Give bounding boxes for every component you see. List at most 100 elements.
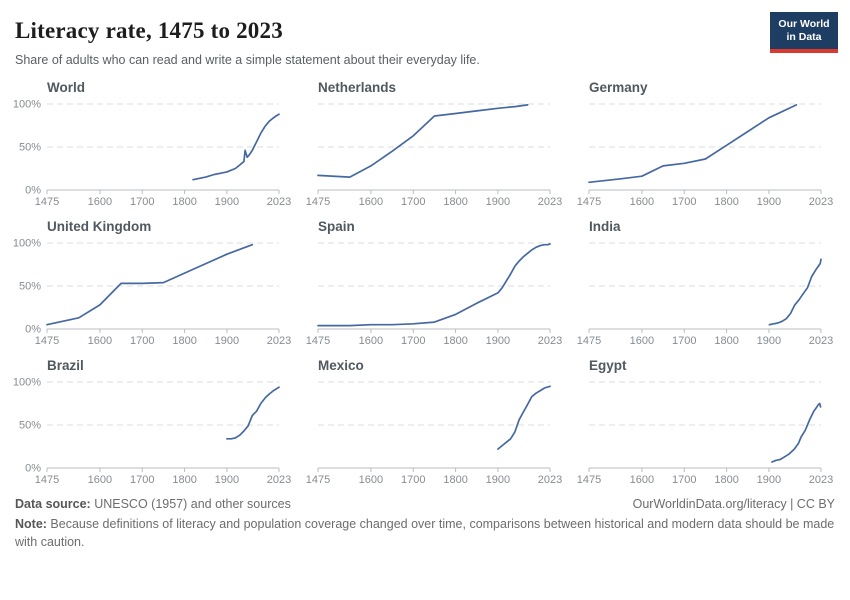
x-tick-label: 2023: [809, 196, 833, 208]
note-label: Note:: [15, 517, 47, 532]
x-tick-label: 1900: [215, 196, 239, 208]
line-chart-egypt: 1475 1600 1700 1800 1900 2023: [577, 381, 833, 486]
x-tick-label: 2023: [538, 196, 562, 208]
y-tick-label: 50%: [19, 420, 41, 432]
x-tick-label: 1600: [630, 196, 654, 208]
footer: Data source: UNESCO (1957) and other sou…: [15, 496, 835, 551]
data-line-spain: [317, 243, 551, 327]
x-tick-label: 1900: [486, 474, 510, 486]
x-tick-label: 1800: [172, 335, 196, 347]
y-tick-label: 0%: [25, 185, 41, 197]
chart-cell-germany: Germany 1475 1600 1700 1800 1900 2023: [577, 80, 835, 210]
data-line-brazil: [226, 386, 280, 440]
x-tick-label: 1900: [757, 196, 781, 208]
x-tick-label: 1800: [714, 335, 738, 347]
line-chart-india: 1475 1600 1700 1800 1900 2023: [577, 242, 833, 347]
chart-cell-egypt: Egypt 1475 1600 1700 1800 1900 2023: [577, 358, 835, 488]
data-line-world: [192, 113, 280, 181]
chart-cell-united-kingdom: United Kingdom 1475 1600 1700 1800 1900 2023 0%…: [13, 219, 293, 349]
x-tick-label: 1800: [172, 196, 196, 208]
owid-logo[interactable]: Our World in Data: [770, 12, 838, 54]
chart-title-spain: Spain: [318, 219, 355, 234]
x-tick-label: 1600: [630, 474, 654, 486]
x-tick-label: 2023: [267, 474, 291, 486]
x-tick-label: 1700: [401, 196, 425, 208]
chart-title-netherlands: Netherlands: [318, 80, 397, 95]
x-tick-label: 2023: [538, 335, 562, 347]
data-line-egypt: [771, 402, 822, 463]
line-chart-spain: 1475 1600 1700 1800 1900 2023: [306, 242, 562, 347]
data-line-united-kingdom: [46, 243, 254, 326]
x-tick-label: 1475: [35, 196, 59, 208]
x-tick-label: 1700: [672, 335, 696, 347]
x-tick-label: 1475: [35, 474, 59, 486]
x-tick-label: 1600: [88, 196, 112, 208]
line-chart-netherlands: 1475 1600 1700 1800 1900 2023: [306, 103, 562, 208]
y-tick-label: 50%: [19, 281, 41, 293]
x-tick-label: 1900: [215, 335, 239, 347]
data-source-text: UNESCO (1957) and other sources: [90, 497, 291, 511]
x-tick-label: 2023: [267, 196, 291, 208]
x-tick-label: 2023: [538, 474, 562, 486]
x-tick-label: 1700: [401, 474, 425, 486]
x-tick-label: 1600: [359, 335, 383, 347]
x-tick-label: 1700: [672, 196, 696, 208]
x-tick-label: 1900: [486, 335, 510, 347]
line-chart-germany: 1475 1600 1700 1800 1900 2023: [577, 103, 833, 208]
owid-license-link[interactable]: OurWorldinData.org/literacy | CC BY: [632, 497, 835, 511]
chart-title-mexico: Mexico: [318, 358, 364, 373]
data-line-germany: [588, 104, 798, 184]
y-tick-label: 0%: [25, 324, 41, 336]
x-tick-label: 1475: [306, 474, 330, 486]
chart-cell-india: India 1475 1600 1700 1800 1900 2023: [577, 219, 835, 349]
x-tick-label: 1800: [172, 474, 196, 486]
x-tick-label: 1700: [130, 474, 154, 486]
y-tick-label: 100%: [13, 238, 41, 250]
x-tick-label: 1800: [443, 474, 467, 486]
chart-title-united-kingdom: United Kingdom: [47, 219, 152, 234]
data-source-label: Data source:: [15, 497, 91, 511]
line-chart-brazil: 1475 1600 1700 1800 1900 2023 0% 50% 100%: [13, 377, 291, 487]
owid-logo-line1: Our World: [778, 18, 830, 30]
x-tick-label: 2023: [267, 335, 291, 347]
chart-title-india: India: [589, 219, 621, 234]
line-chart-united-kingdom: 1475 1600 1700 1800 1900 2023 0% 50% 100%: [13, 238, 291, 348]
owid-logo-line2: in Data: [786, 31, 822, 44]
data-line-mexico: [497, 385, 551, 450]
chart-cell-spain: Spain 1475 1600 1700 1800 1900 2023: [306, 219, 564, 349]
y-tick-label: 100%: [13, 99, 41, 111]
note-text: Because definitions of literacy and popu…: [15, 517, 835, 549]
y-tick-label: 50%: [19, 142, 41, 154]
x-tick-label: 1800: [714, 474, 738, 486]
y-tick-label: 0%: [25, 463, 41, 475]
chart-title-brazil: Brazil: [47, 358, 84, 373]
chart-title-germany: Germany: [589, 80, 648, 95]
x-tick-label: 1600: [88, 335, 112, 347]
x-tick-label: 1600: [359, 474, 383, 486]
x-tick-label: 1900: [757, 335, 781, 347]
x-tick-label: 1700: [401, 335, 425, 347]
page-subtitle: Share of adults who can read and write a…: [15, 53, 480, 67]
x-tick-label: 1600: [359, 196, 383, 208]
data-line-netherlands: [317, 104, 529, 178]
x-tick-label: 2023: [809, 474, 833, 486]
line-chart-world: 1475 1600 1700 1800 1900 2023 0% 50% 100%: [13, 99, 291, 209]
x-tick-label: 1475: [577, 196, 601, 208]
x-tick-label: 1800: [443, 335, 467, 347]
chart-title-world: World: [47, 80, 85, 95]
x-tick-label: 1700: [130, 335, 154, 347]
x-tick-label: 1800: [443, 196, 467, 208]
x-tick-label: 1700: [672, 474, 696, 486]
x-tick-label: 1900: [215, 474, 239, 486]
x-tick-label: 1600: [630, 335, 654, 347]
chart-title-egypt: Egypt: [589, 358, 627, 373]
x-tick-label: 1900: [757, 474, 781, 486]
x-tick-label: 1900: [486, 196, 510, 208]
x-tick-label: 1600: [88, 474, 112, 486]
chart-cell-netherlands: Netherlands 1475 1600 1700 1800 1900 2023: [306, 80, 564, 210]
footer-note: Note: Because definitions of literacy an…: [15, 516, 835, 551]
chart-cell-brazil: Brazil 1475 1600 1700 1800 1900 2023 0% 50% 100%: [13, 358, 293, 488]
data-source-line: Data source: UNESCO (1957) and other sou…: [15, 496, 291, 513]
chart-cell-mexico: Mexico 1475 1600 1700 1800 1900 2023: [306, 358, 564, 488]
